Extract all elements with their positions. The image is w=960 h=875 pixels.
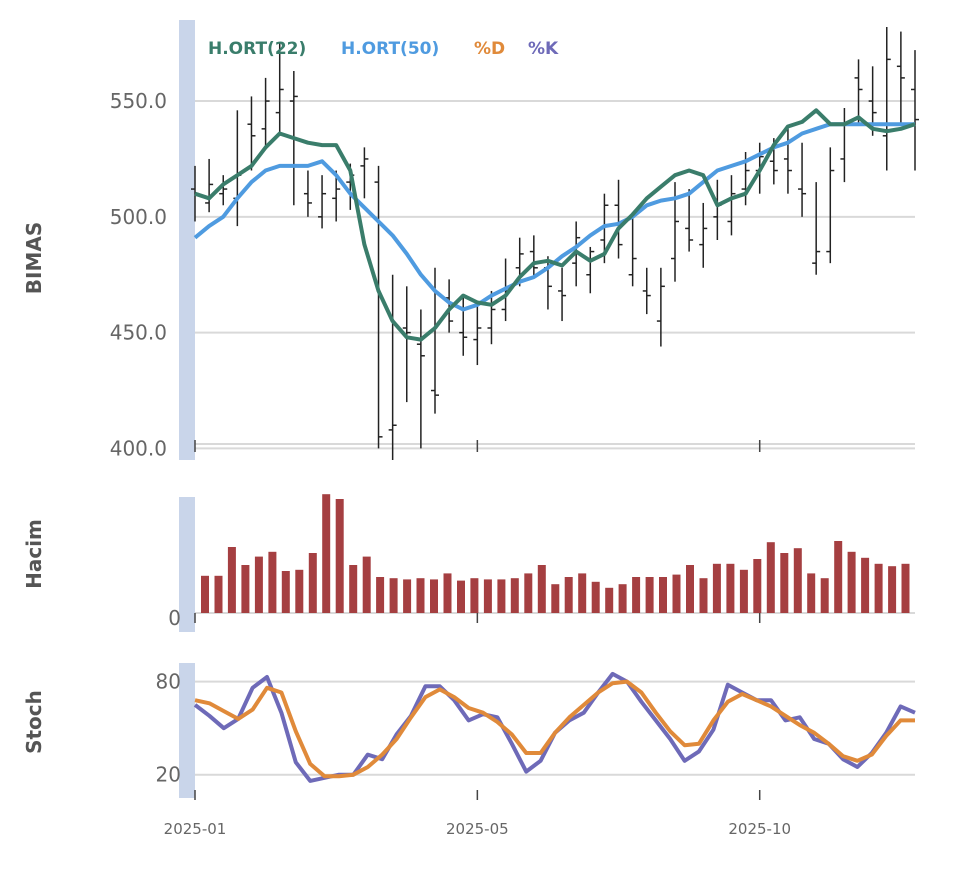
volume-bar — [659, 577, 667, 613]
price-y-tick-labels: 400.0 450.0 500.0 550.0 — [110, 89, 167, 460]
x-axis: 2025-01 2025-05 2025-10 — [164, 440, 791, 838]
volume-bars — [201, 494, 910, 613]
price-y-tick: 400.0 — [110, 436, 167, 460]
volume-bar — [268, 551, 277, 613]
volume-bar — [632, 577, 641, 613]
volume-bar — [201, 575, 209, 613]
volume-bar — [564, 577, 573, 613]
volume-bar — [645, 577, 654, 613]
volume-panel-strip — [179, 497, 195, 632]
volume-bar — [403, 579, 412, 613]
volume-bar — [753, 559, 762, 613]
volume-bar — [591, 581, 600, 613]
volume-bar — [483, 579, 492, 613]
volume-bar — [766, 542, 775, 613]
volume-bar — [551, 584, 560, 613]
legend-k: %K — [528, 39, 559, 59]
price-y-tick: 500.0 — [110, 205, 167, 229]
volume-bar — [335, 499, 344, 613]
price-panel: 400.0 450.0 500.0 550.0 BIMAS H.ORT(22) H.O… — [22, 20, 919, 460]
volume-bar — [389, 578, 398, 613]
stoch-y-axis-label: Stoch — [22, 690, 46, 754]
price-gridlines — [195, 100, 915, 450]
volume-bar — [227, 547, 236, 613]
volume-bar — [780, 553, 789, 613]
volume-bar — [430, 579, 438, 613]
volume-bar — [295, 569, 304, 613]
stoch-d-line — [194, 679, 915, 779]
volume-bar — [214, 575, 223, 613]
volume-bar — [739, 569, 748, 613]
ohlc-bars — [191, 26, 919, 460]
volume-bar — [820, 578, 829, 613]
volume-bar — [861, 557, 870, 613]
volume-bar — [686, 565, 694, 613]
volume-bar — [349, 565, 358, 613]
volume-bar — [510, 578, 519, 613]
volume-bar — [847, 551, 856, 613]
stoch-y-tick: 20 — [156, 763, 181, 787]
stoch-gridlines — [195, 680, 915, 776]
volume-bar — [322, 494, 331, 613]
volume-bar — [308, 553, 317, 613]
volume-bar — [254, 556, 263, 613]
volume-bar — [726, 563, 735, 613]
volume-bar — [443, 573, 452, 613]
volume-bar — [712, 563, 721, 613]
legend-ma22: H.ORT(22) — [208, 39, 306, 59]
volume-bar — [524, 573, 533, 613]
volume-bar — [901, 563, 910, 613]
volume-bar — [874, 563, 883, 613]
volume-bar — [834, 541, 843, 613]
legend-ma50: H.ORT(50) — [341, 39, 439, 59]
ma22-line — [194, 108, 916, 342]
volume-bar — [699, 578, 708, 613]
stoch-y-tick: 80 — [156, 670, 181, 694]
x-tick-label: 2025-05 — [446, 820, 509, 838]
volume-bar — [376, 577, 385, 613]
legend-d: %D — [474, 39, 505, 59]
volume-bar — [241, 565, 250, 613]
volume-bar — [618, 584, 627, 613]
volume-panel: 0 Hacim — [22, 494, 915, 632]
volume-bar — [281, 571, 290, 613]
volume-bar — [888, 566, 897, 613]
volume-bar — [605, 587, 614, 613]
volume-bar — [470, 578, 479, 613]
volume-bar — [537, 565, 546, 613]
price-y-tick: 450.0 — [110, 321, 167, 345]
volume-bar — [497, 579, 506, 613]
volume-bar — [672, 574, 681, 613]
price-panel-strip — [179, 20, 195, 460]
volume-bar — [578, 573, 587, 613]
x-tick-label: 2025-10 — [728, 820, 791, 838]
volume-bar — [793, 548, 802, 613]
volume-bar — [457, 580, 465, 613]
volume-bar — [416, 578, 425, 613]
price-y-axis-label: BIMAS — [22, 222, 46, 294]
legend: H.ORT(22) H.ORT(50) %D %K — [208, 39, 559, 59]
volume-bar — [807, 573, 816, 613]
price-y-tick: 550.0 — [110, 89, 167, 113]
x-tick-label: 2025-01 — [164, 820, 227, 838]
volume-bar — [362, 556, 371, 613]
volume-y-tick-label: 0 — [168, 606, 181, 630]
volume-y-axis-label: Hacim — [22, 519, 46, 589]
stoch-panel-strip — [179, 663, 195, 798]
